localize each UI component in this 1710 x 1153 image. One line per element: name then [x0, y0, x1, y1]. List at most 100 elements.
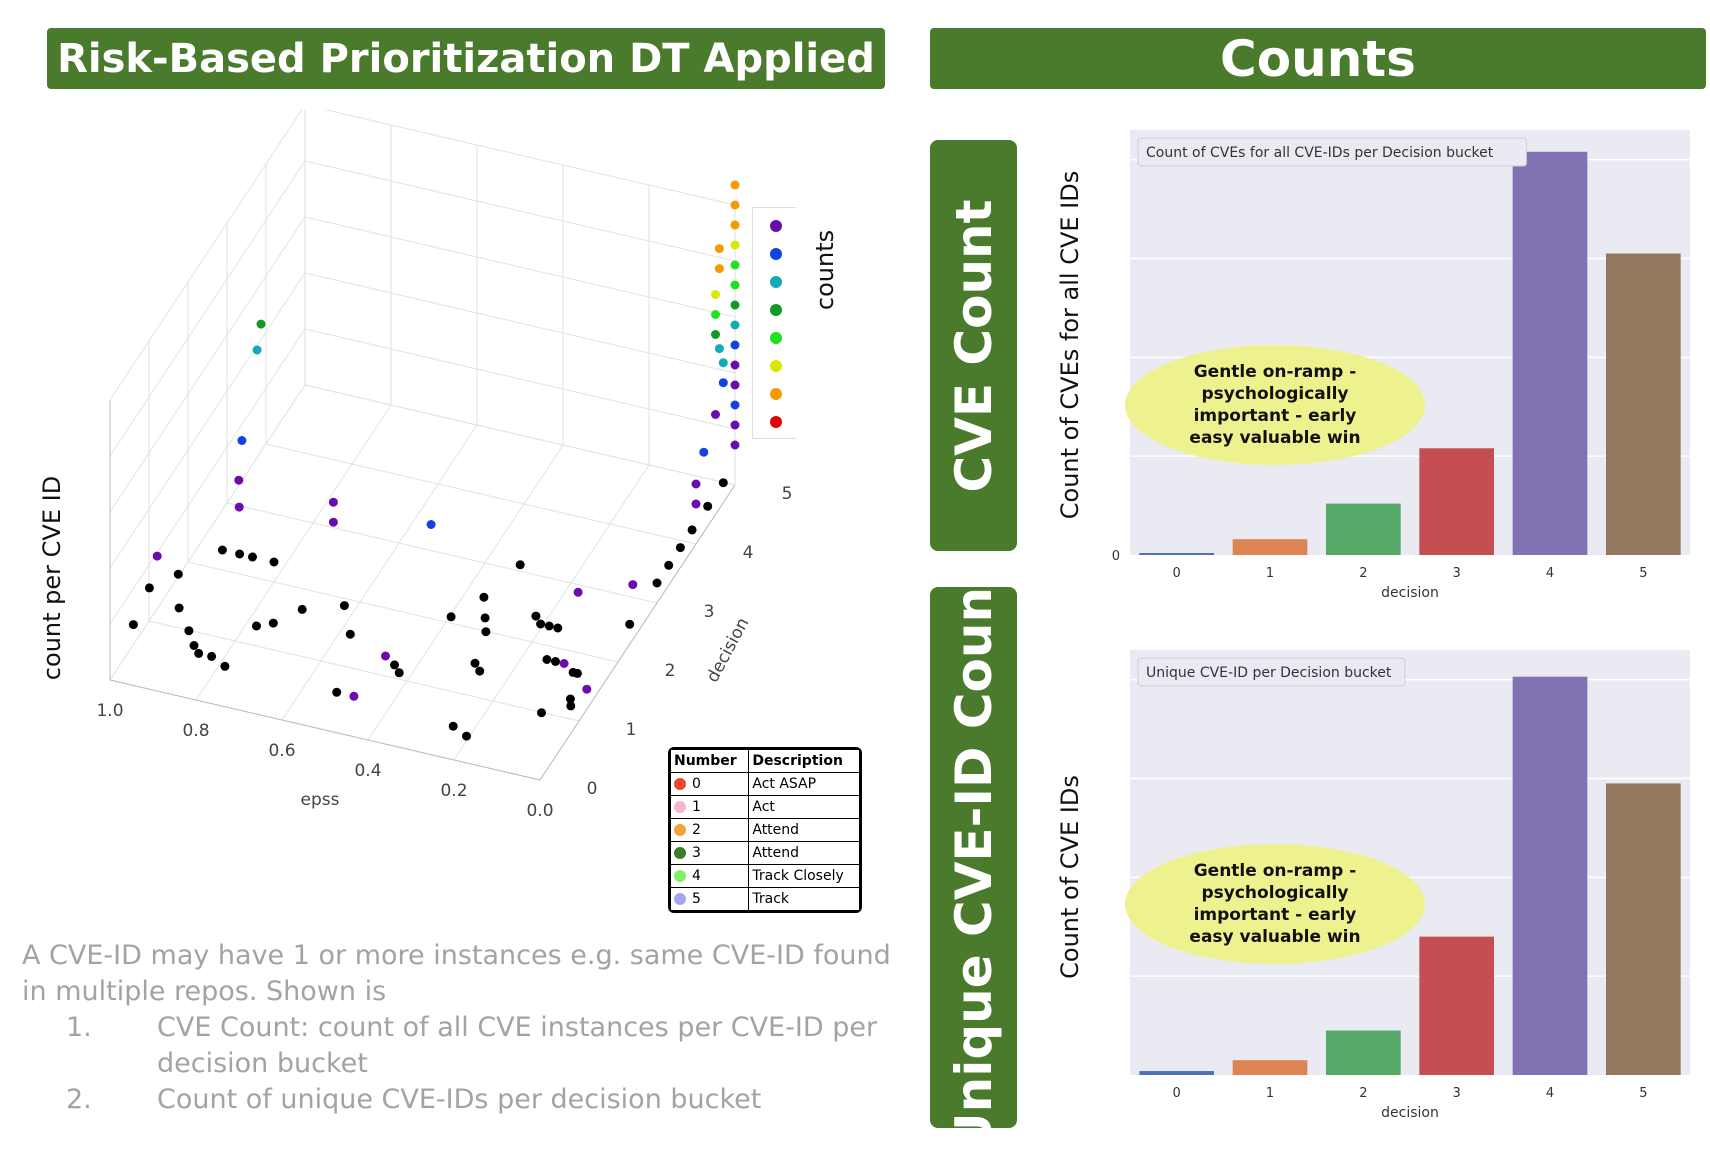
scatter-point: [297, 604, 307, 614]
scatter-point: [652, 578, 662, 588]
scatter-point: [711, 410, 720, 419]
scatter-point: [252, 345, 262, 355]
scatter-3d-chart: 1.0 0.8 0.6 0.4 0.2 0.0 0 1 2 3 4 5 epss decision: [96, 110, 792, 821]
scatter-point: [714, 344, 724, 354]
scatter-point: [730, 360, 740, 370]
legend-description: Act: [748, 795, 860, 819]
bar: [1419, 936, 1494, 1075]
notes: A CVE-ID may have 1 or more instances e.…: [22, 938, 922, 1118]
scatter-point: [565, 694, 575, 704]
bar: [1232, 539, 1308, 555]
scatter-point: [194, 648, 204, 658]
scatter-point: [544, 621, 554, 631]
scatter-point: [217, 545, 227, 555]
scatter-point: [687, 525, 697, 535]
x-tick-label: 2: [1359, 566, 1367, 581]
legend-header-number: Number: [669, 749, 750, 773]
legend-row: 3 Attend: [669, 841, 860, 865]
scatter-point: [730, 240, 740, 250]
bar: [1606, 783, 1681, 1075]
scatter-points: [128, 180, 740, 741]
chart-title: Unique CVE-ID per Decision bucket: [1146, 665, 1392, 681]
decision-axis-label: decision: [703, 615, 754, 686]
scatter-grid: [109, 110, 736, 781]
bar: [1512, 151, 1588, 555]
scatter-point: [394, 668, 404, 678]
x-axis-label: decision: [1381, 585, 1439, 601]
colorbar-legend: [752, 207, 796, 439]
epss-tick-label: 1.0: [96, 701, 123, 721]
cve-count-label-box: CVE Count: [930, 140, 1017, 551]
scatter-point: [220, 661, 230, 671]
scatter-point: [730, 200, 740, 210]
legend-marker-icon: [674, 801, 686, 813]
legend-number: 4: [669, 864, 750, 888]
cve-count-label: CVE Count: [944, 198, 1003, 493]
scatter-point: [237, 436, 247, 445]
annotation-oval-1: Gentle on-ramp - psychologically importa…: [1125, 345, 1425, 465]
scatter-point: [462, 731, 471, 741]
epss-axis-label: epss: [301, 790, 340, 810]
scatter-point: [128, 620, 138, 630]
scatter-point: [248, 552, 257, 562]
scatter-point: [328, 497, 338, 507]
x-axis-label: decision: [1381, 1105, 1439, 1121]
scatter-point: [699, 447, 709, 457]
notes-intro: A CVE-ID may have 1 or more instances e.…: [22, 940, 891, 1007]
scatter-point: [553, 623, 563, 633]
cve-count-bar-chart: 0 1 2 3 4 5 decision 0 Count of CVEs for all CVE…: [1112, 130, 1690, 601]
x-tick-label: 5: [1639, 566, 1647, 581]
scatter-point: [381, 651, 390, 661]
scatter-point: [551, 657, 560, 666]
bar: [1232, 1060, 1308, 1075]
scatter-point: [691, 479, 701, 489]
scatter-point: [328, 517, 338, 527]
scatter-point: [256, 319, 266, 329]
bar: [1606, 253, 1681, 555]
scatter-point: [730, 300, 740, 310]
scatter-point: [537, 708, 546, 718]
epss-tick-label: 0.4: [354, 761, 381, 781]
epss-tick-label: 0.2: [440, 781, 467, 801]
scatter-point: [718, 358, 728, 368]
legend-number-text: 2: [692, 822, 701, 838]
bar: [1326, 1030, 1401, 1075]
scatter-point: [479, 592, 489, 602]
scatter-point: [234, 502, 244, 512]
legend-number: 1: [669, 795, 750, 819]
legend-row: 0 Act ASAP: [669, 772, 860, 796]
scatter-point: [173, 569, 183, 579]
bar: [1139, 1071, 1214, 1075]
bar: [1419, 448, 1494, 555]
scatter-point: [536, 619, 546, 629]
scatter-point: [718, 478, 728, 488]
legend-marker-icon: [674, 870, 686, 882]
legend-number: 2: [669, 818, 750, 842]
x-tick-label: 4: [1546, 566, 1554, 581]
colorbar-label: counts: [811, 229, 839, 311]
bar: [1326, 503, 1401, 555]
scatter-point: [174, 603, 184, 613]
scatter-point: [730, 440, 740, 450]
x-tick-label: 0: [1173, 566, 1181, 581]
scatter-point: [390, 660, 399, 670]
legend-description: Track Closely: [748, 864, 860, 888]
notes-item-1-number: 1.: [66, 1012, 92, 1043]
scatter-point: [703, 501, 713, 511]
scatter-point: [207, 651, 217, 661]
scatter-point: [559, 659, 569, 668]
colorbar-swatch: [770, 248, 782, 260]
scatter-point: [730, 180, 740, 190]
decision-tick-label: 3: [704, 602, 715, 622]
decision-tick-label: 1: [626, 720, 637, 740]
legend-marker-icon: [674, 847, 686, 859]
scatter-point: [152, 551, 162, 561]
scatter-point: [252, 621, 261, 631]
colorbar-swatch: [770, 416, 782, 428]
scatter-point: [730, 220, 740, 230]
legend-marker-icon: [674, 824, 686, 836]
title-box: [1137, 657, 1406, 687]
x-tick-label: 2: [1359, 1086, 1367, 1101]
decision-tick-label: 4: [743, 543, 754, 563]
colorbar-swatch: [770, 388, 782, 400]
